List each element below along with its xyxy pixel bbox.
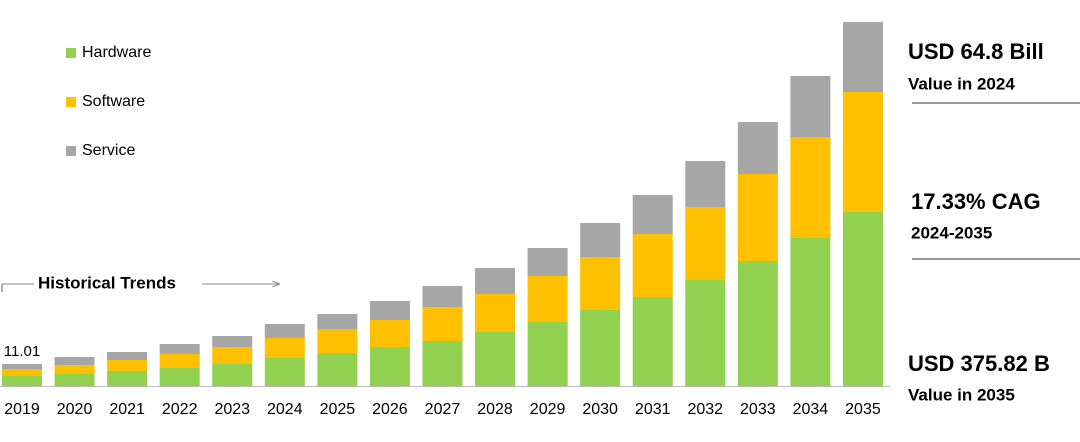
legend-swatch	[66, 48, 76, 58]
x-tick-label: 2021	[109, 401, 145, 418]
legend-swatch	[66, 97, 76, 107]
bar-segment	[369, 301, 410, 320]
bar-segment	[54, 365, 95, 374]
bar-segment	[422, 341, 463, 386]
bar-segment	[842, 22, 883, 92]
highlight-caption: Value in 2035	[908, 385, 1015, 404]
legend-label: Service	[82, 142, 135, 159]
bar-segment	[737, 261, 778, 386]
historical-label: Historical Trends	[38, 273, 176, 292]
x-tick-label: 2019	[4, 401, 40, 418]
x-tick-label: 2026	[372, 401, 408, 418]
bar-segment	[580, 257, 621, 310]
x-tick-label: 2032	[687, 401, 723, 418]
bar-segment	[475, 294, 516, 332]
bar-segment	[107, 371, 148, 386]
bar-segment	[632, 234, 673, 297]
bar-segment	[2, 369, 42, 376]
bar-segment	[685, 161, 726, 207]
bar-segment	[580, 310, 621, 386]
bar-segment	[685, 280, 726, 386]
bar-segment	[2, 364, 42, 369]
bar-segment	[475, 268, 516, 294]
x-tick-label: 2025	[320, 401, 356, 418]
x-tick-label: 2029	[530, 401, 566, 418]
bar-segment	[2, 376, 42, 386]
highlight-caption: 2024-2035	[911, 223, 992, 242]
bar-segment	[790, 76, 831, 137]
bar-segment	[54, 374, 95, 386]
x-tick-label: 2031	[635, 401, 671, 418]
highlight-value: USD 375.82 B	[908, 351, 1050, 376]
x-tick-label: 2027	[425, 401, 461, 418]
bar-segment	[212, 364, 253, 386]
legend-swatch	[66, 146, 76, 156]
bar-segment	[317, 314, 358, 329]
legend-label: Software	[82, 93, 145, 110]
x-tick-label: 2022	[162, 401, 198, 418]
bar-segment	[317, 329, 358, 353]
bar-segment	[422, 307, 463, 341]
x-tick-label: 2020	[57, 401, 93, 418]
bar-segment	[580, 223, 621, 257]
bar-segment	[264, 358, 305, 386]
x-tick-label: 2030	[582, 401, 618, 418]
highlight-value: 17.33% CAG	[911, 189, 1041, 214]
x-tick-label: 2024	[267, 401, 303, 418]
bar-segment	[790, 137, 831, 238]
bar-segment	[422, 286, 463, 307]
bar-segment	[842, 212, 883, 386]
bar-segment	[685, 207, 726, 280]
bar-segment	[159, 344, 200, 354]
bar-segment	[842, 92, 883, 212]
x-tick-label: 2034	[793, 401, 829, 418]
bar-segment	[54, 357, 95, 365]
x-tick-label: 2028	[477, 401, 513, 418]
x-tick-label: 2023	[214, 401, 250, 418]
x-tick-label: 2033	[740, 401, 776, 418]
highlight-caption: Value in 2024	[908, 74, 1015, 93]
bar-segment	[107, 360, 148, 371]
bar-segment	[632, 195, 673, 234]
bar-segment	[790, 238, 831, 386]
bar-segment	[159, 368, 200, 386]
legend-label: Hardware	[82, 44, 151, 61]
bar-segment	[369, 320, 410, 347]
bar-segment	[317, 353, 358, 386]
bar-segment	[527, 322, 568, 386]
bar-segment	[737, 174, 778, 261]
bar-segment	[527, 248, 568, 276]
bar-segment	[159, 354, 200, 368]
total-label: 11.01	[4, 343, 40, 360]
bar-segment	[107, 352, 148, 360]
bar-segment	[632, 297, 673, 386]
bar-segment	[527, 276, 568, 322]
bar-segment	[212, 336, 253, 347]
bar-segment	[212, 347, 253, 364]
highlight-value: USD 64.8 Bill	[908, 39, 1044, 64]
x-tick-label: 2035	[845, 401, 881, 418]
bar-segment	[369, 347, 410, 386]
bar-segment	[264, 324, 305, 338]
bar-segment	[737, 122, 778, 174]
bar-segment	[475, 332, 516, 386]
bar-segment	[264, 338, 305, 358]
